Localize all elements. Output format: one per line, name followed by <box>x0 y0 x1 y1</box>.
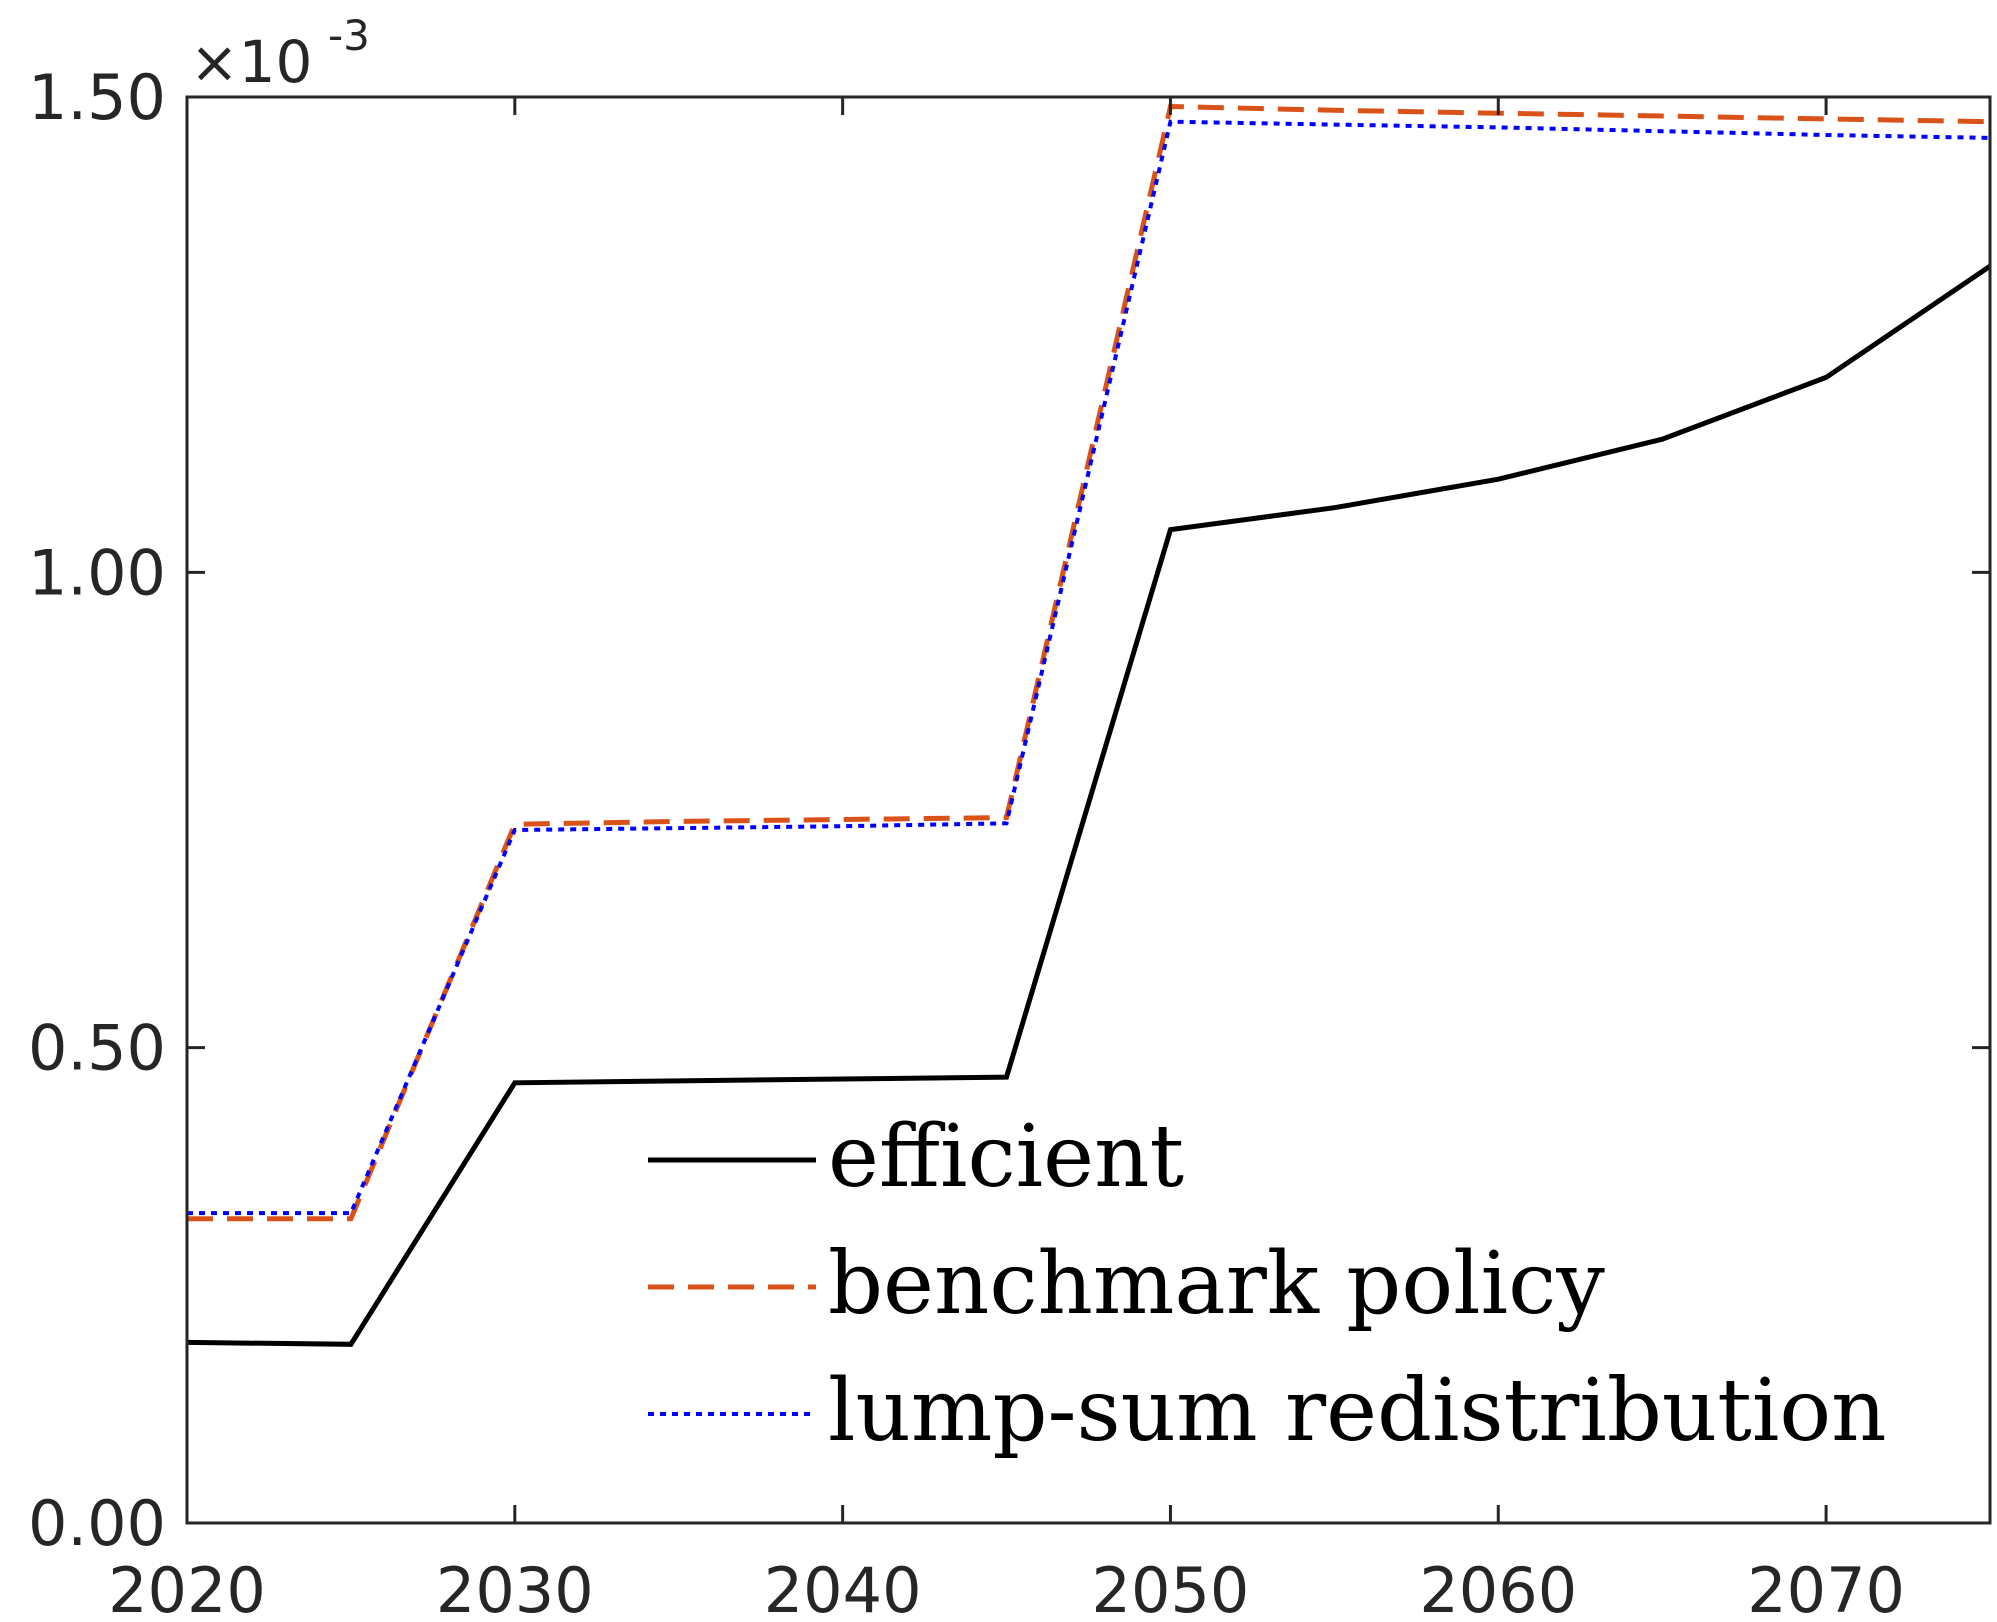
y-exponent-label: ×10 <box>190 28 312 96</box>
y-tick-label: 1.50 <box>28 61 166 134</box>
y-tick-label: 0.00 <box>28 1487 166 1560</box>
y-exponent: ×10 -3 <box>190 11 370 96</box>
series-line-1 <box>187 103 1991 1222</box>
legend-label-0: efficient <box>828 1107 1184 1207</box>
series-line-0 <box>186 264 1992 1347</box>
x-tick-label: 2070 <box>1747 1554 1905 1622</box>
series-line-2 <box>187 119 1991 1216</box>
x-tick-label: 2040 <box>764 1554 922 1622</box>
legend-label-2: lump-sum redistribution <box>828 1361 1887 1461</box>
y-tick-label: 0.50 <box>28 1012 166 1085</box>
y-tick-label: 1.00 <box>28 536 166 609</box>
x-tick-label: 2030 <box>436 1554 594 1622</box>
x-tick-label: 2050 <box>1092 1554 1250 1622</box>
x-tick-label: 2060 <box>1419 1554 1577 1622</box>
series-layer <box>186 103 1992 1347</box>
x-tick-label: 2020 <box>108 1554 266 1622</box>
legend: efficient benchmark policy lump-sum redist… <box>648 1107 1887 1461</box>
y-exponent-power: -3 <box>328 11 370 60</box>
legend-label-1: benchmark policy <box>828 1234 1605 1334</box>
plot-frame <box>185 95 1992 1525</box>
tick-layer: 2020 2030 2040 2050 2060 2070 0.00 0.50 1.00 1.50 <box>28 61 1990 1622</box>
